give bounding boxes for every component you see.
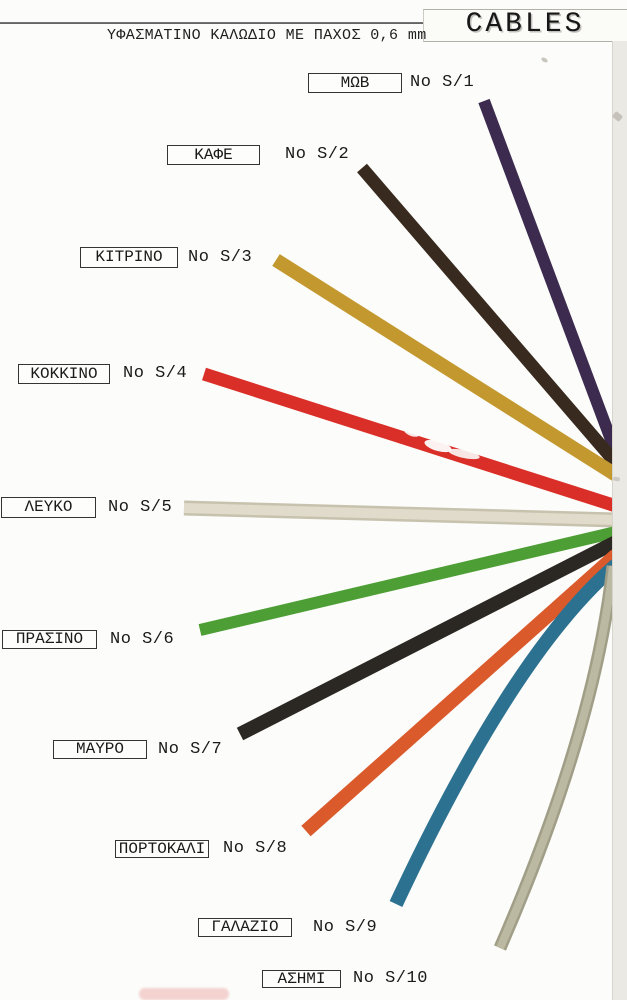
cable-stroke-red — [202, 367, 618, 513]
cable-stroke-yellow — [272, 254, 620, 481]
page-subtitle: ΥΦΑΣΜΑΤΙΝΟ ΚΑΛΩΔΙΟ ΜΕ ΠΑΧΟΣ 0,6 mm — [107, 27, 427, 44]
cable-stroke-light-blue — [389, 559, 621, 907]
cable-stroke-purple — [478, 98, 622, 456]
page-title-box — [423, 9, 627, 42]
cable-stroke-white — [183, 503, 617, 525]
cable-stroke-brown — [357, 163, 621, 468]
cable-stroke-black — [236, 535, 620, 741]
page-title: CABLES — [465, 9, 585, 40]
scan-edge-strip — [612, 41, 627, 1000]
cable-stroke-green — [198, 526, 618, 636]
cable-stroke-orange — [301, 549, 621, 837]
header-rule-line — [0, 22, 424, 24]
cable-stroke-silver — [496, 565, 617, 950]
